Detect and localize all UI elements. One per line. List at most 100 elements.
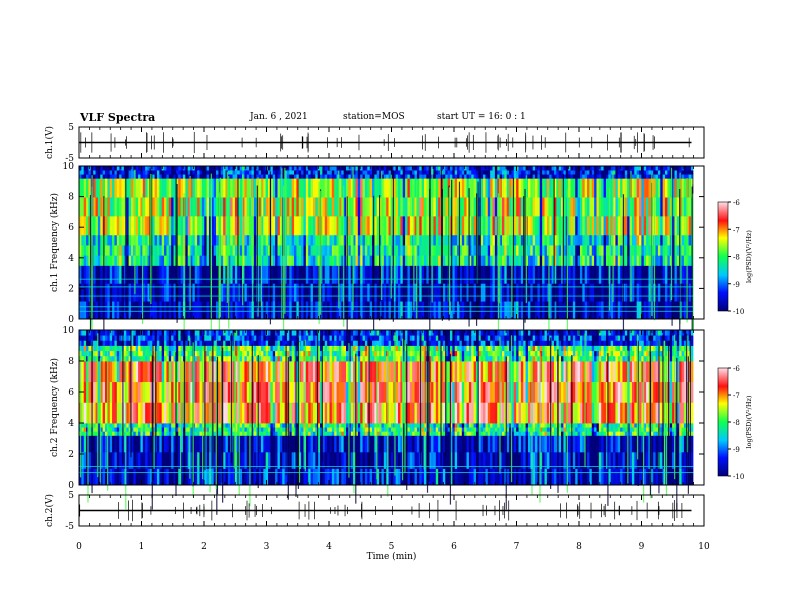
spectrogram-cell [100,350,104,357]
spectrogram-cell [171,215,174,236]
spectrogram-cell [114,283,118,302]
spectrogram-cell [613,166,616,171]
spectrogram-cell [109,283,113,302]
spectrogram-cell [260,245,264,256]
spectrogram-cell [525,245,529,256]
spectrogram-cell [572,215,576,236]
spectrogram-cell [301,174,304,179]
spectrogram-cell [128,361,132,383]
spectrogram-cell [171,335,174,341]
spectrogram-cell [109,402,113,424]
spectrogram-cell [197,335,200,341]
spectrogram-cell [275,361,278,383]
spectrogram-cell [152,345,156,352]
spectrogram-cell [641,283,645,302]
spectrogram-cell [147,178,151,198]
spectrogram-cell [301,427,304,432]
spectrogram-cell [197,427,200,432]
spectrogram-cell [168,170,172,175]
spectrogram-cell [239,435,243,453]
spectrogram-cell [672,174,675,179]
spectrogram-cell [563,166,567,171]
spectrogram-cell [242,335,245,341]
spectrogram-cell [185,345,189,352]
spectrogram-cell [501,170,505,175]
spectrogram-cell [164,381,167,403]
spectrogram-cell [553,265,557,284]
spectrogram-cell [676,174,680,179]
spectrogram-cell [154,170,158,175]
spectrogram-cell [178,301,182,320]
spectrogram-cell [289,350,293,357]
spectrogram-cell [152,427,156,432]
spectrogram-cell [81,340,85,346]
spectrogram-cell [445,234,449,246]
spectrogram-cell [473,178,477,198]
spectrogram-cell [615,166,619,171]
spectrogram-cell [166,435,170,453]
spectrogram-cell [466,166,470,171]
spectrogram-cell [355,265,359,284]
spectrogram-cell [617,178,621,198]
spectrogram-cell [197,255,200,266]
spectrogram-cell [279,427,283,432]
spectrogram-cell [457,170,460,175]
spectrogram-cell [341,197,345,217]
spectrogram-cell [218,335,222,341]
spectrogram-cell [159,427,163,432]
spectrogram-cell [291,345,295,352]
spectrogram-cell [561,255,564,266]
spectrogram-cell [355,170,359,175]
spectrogram-cell [672,283,675,302]
spectrogram-cell [355,301,359,320]
spectrogram-cell [296,215,300,236]
spectrogram-cell [551,255,555,266]
spectrogram-cell [194,423,198,428]
spectrogram-cell [575,174,578,179]
spectrogram-cell [109,166,113,171]
spectrogram-cell [190,361,193,383]
spectrogram-cell [256,170,259,175]
spectrogram-cell [301,402,304,424]
spectrogram-cell [582,301,586,320]
spectrogram-cell [211,178,215,198]
spectrogram-cell [360,234,363,246]
spectrogram-cell [204,345,208,352]
spectrogram-cell [234,361,238,383]
spectrogram-cell [227,355,231,362]
spectrogram-cell [140,197,144,217]
spectrogram-cell [338,178,342,198]
spectrogram-cell [173,301,177,320]
spectrogram-cell [140,381,144,403]
spectrogram-cell [114,245,118,256]
spectrogram-cell [386,265,389,284]
spectrogram-cell [289,301,293,320]
spectrogram-cell [627,301,630,320]
spectrogram-cell [435,174,439,179]
spectrogram-cell [312,255,316,266]
spectrogram-cell [128,381,132,403]
spectrogram-cell [93,468,96,486]
spectrogram-cell [161,170,165,175]
spectrogram-cell [402,265,406,284]
spectrogram-cell [565,170,569,175]
spectrogram-cell [223,345,226,352]
spectrogram-cell [572,178,576,198]
spectrogram-cell [509,301,512,320]
spectrogram-cell [138,350,141,357]
spectrogram-cell [187,174,191,179]
spectrogram-cell [126,335,130,341]
spectrogram-cell [294,174,297,179]
spectrogram-cell [336,255,340,266]
spectrogram-cell [383,197,387,217]
spectrogram-cell [234,423,238,428]
spectrogram-cell [343,178,347,198]
spectrogram-cell [364,245,368,256]
spectrogram-cell [135,330,139,336]
spectrogram-cell [265,451,269,469]
spectrogram-cell [334,215,337,236]
spectrogram-cell [270,301,274,320]
spectrogram-cell [277,174,281,179]
spectrogram-cell [159,255,163,266]
spectrogram-cell [435,178,439,198]
